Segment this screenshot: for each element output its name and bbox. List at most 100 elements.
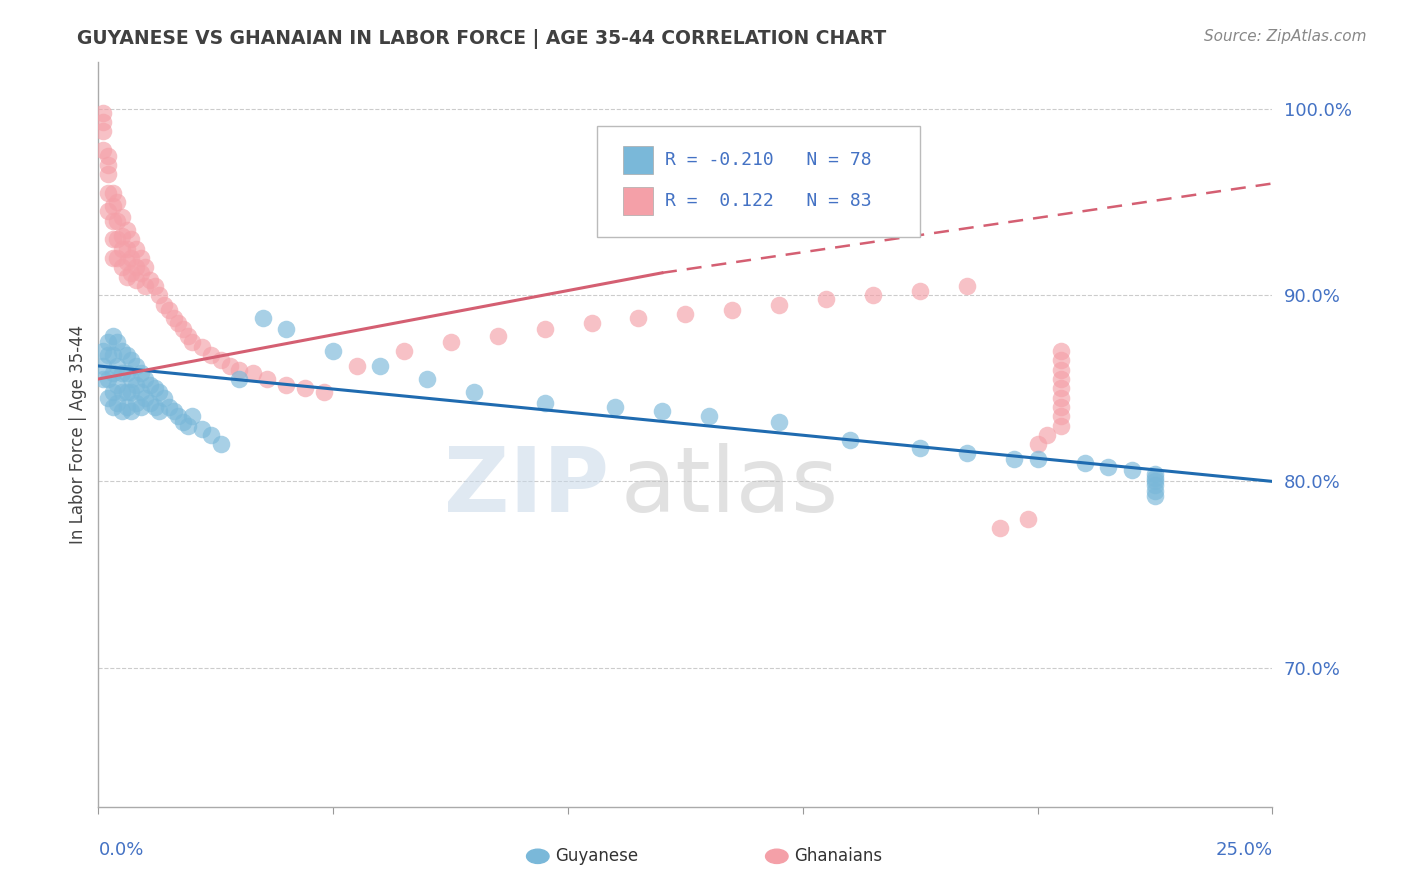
Point	[768, 297, 790, 311]
Point	[97, 334, 120, 349]
Point	[91, 359, 114, 373]
Point	[1050, 418, 1073, 433]
Point	[139, 273, 162, 287]
Point	[111, 228, 134, 243]
Point	[815, 292, 838, 306]
Point	[209, 437, 232, 451]
Point	[190, 340, 212, 354]
Point	[143, 400, 166, 414]
Point	[176, 329, 198, 343]
Point	[101, 400, 124, 414]
Point	[91, 143, 114, 157]
Point	[143, 381, 166, 395]
Point	[162, 403, 184, 417]
Point	[1144, 489, 1167, 503]
Point	[125, 359, 148, 373]
Point	[1050, 372, 1073, 386]
Point	[91, 124, 114, 138]
Point	[120, 384, 142, 399]
Point	[125, 377, 148, 392]
Point	[91, 372, 114, 386]
Point	[97, 391, 120, 405]
Point	[120, 251, 142, 265]
Point	[1144, 478, 1167, 492]
Point	[105, 377, 128, 392]
Point	[148, 288, 170, 302]
Text: atlas: atlas	[621, 443, 839, 531]
Point	[252, 310, 274, 325]
Point	[157, 400, 180, 414]
Point	[312, 384, 335, 399]
Point	[115, 254, 138, 268]
Point	[148, 384, 170, 399]
Point	[533, 396, 555, 410]
Point	[209, 353, 232, 368]
Point	[97, 167, 120, 181]
Point	[838, 434, 860, 448]
Point	[115, 242, 138, 256]
Point	[120, 353, 142, 368]
Point	[1144, 467, 1167, 481]
Point	[139, 396, 162, 410]
Point	[181, 409, 204, 424]
Point	[105, 232, 128, 246]
Point	[105, 334, 128, 349]
Point	[190, 422, 212, 436]
Point	[627, 310, 650, 325]
Text: Guyanese: Guyanese	[554, 847, 638, 865]
Point	[1144, 471, 1167, 485]
Point	[172, 415, 194, 429]
Point	[111, 242, 134, 256]
Point	[1050, 400, 1073, 414]
Point	[105, 251, 128, 265]
Point	[101, 367, 124, 381]
Point	[1017, 511, 1039, 525]
Point	[228, 372, 250, 386]
Point	[153, 297, 176, 311]
Point	[322, 344, 344, 359]
Point	[181, 334, 204, 349]
Point	[101, 384, 124, 399]
Point	[91, 344, 114, 359]
Point	[862, 288, 884, 302]
Point	[1050, 409, 1073, 424]
Point	[956, 278, 979, 293]
Point	[101, 213, 124, 227]
Point	[129, 251, 152, 265]
Text: 25.0%: 25.0%	[1215, 841, 1272, 859]
Point	[242, 367, 264, 381]
Point	[134, 372, 156, 386]
Point	[97, 372, 120, 386]
Point	[111, 403, 134, 417]
Point	[115, 223, 138, 237]
Point	[346, 359, 368, 373]
FancyBboxPatch shape	[598, 126, 920, 237]
Point	[111, 260, 134, 275]
Point	[1097, 459, 1119, 474]
Point	[148, 403, 170, 417]
Point	[97, 204, 120, 219]
Point	[134, 278, 156, 293]
Point	[988, 521, 1011, 535]
Point	[1026, 437, 1049, 451]
Point	[115, 400, 138, 414]
Point	[1002, 452, 1025, 467]
Point	[1121, 463, 1143, 477]
Point	[463, 384, 485, 399]
Point	[294, 381, 316, 395]
Point	[115, 269, 138, 284]
Bar	[623, 146, 652, 174]
Point	[651, 403, 673, 417]
Point	[368, 359, 391, 373]
Point	[111, 367, 134, 381]
Point	[1026, 452, 1049, 467]
Point	[157, 303, 180, 318]
Point	[129, 384, 152, 399]
Point	[111, 384, 134, 399]
Point	[1050, 362, 1073, 376]
Point	[129, 367, 152, 381]
Point	[111, 210, 134, 224]
Point	[1050, 391, 1073, 405]
Point	[97, 186, 120, 200]
Point	[111, 344, 134, 359]
